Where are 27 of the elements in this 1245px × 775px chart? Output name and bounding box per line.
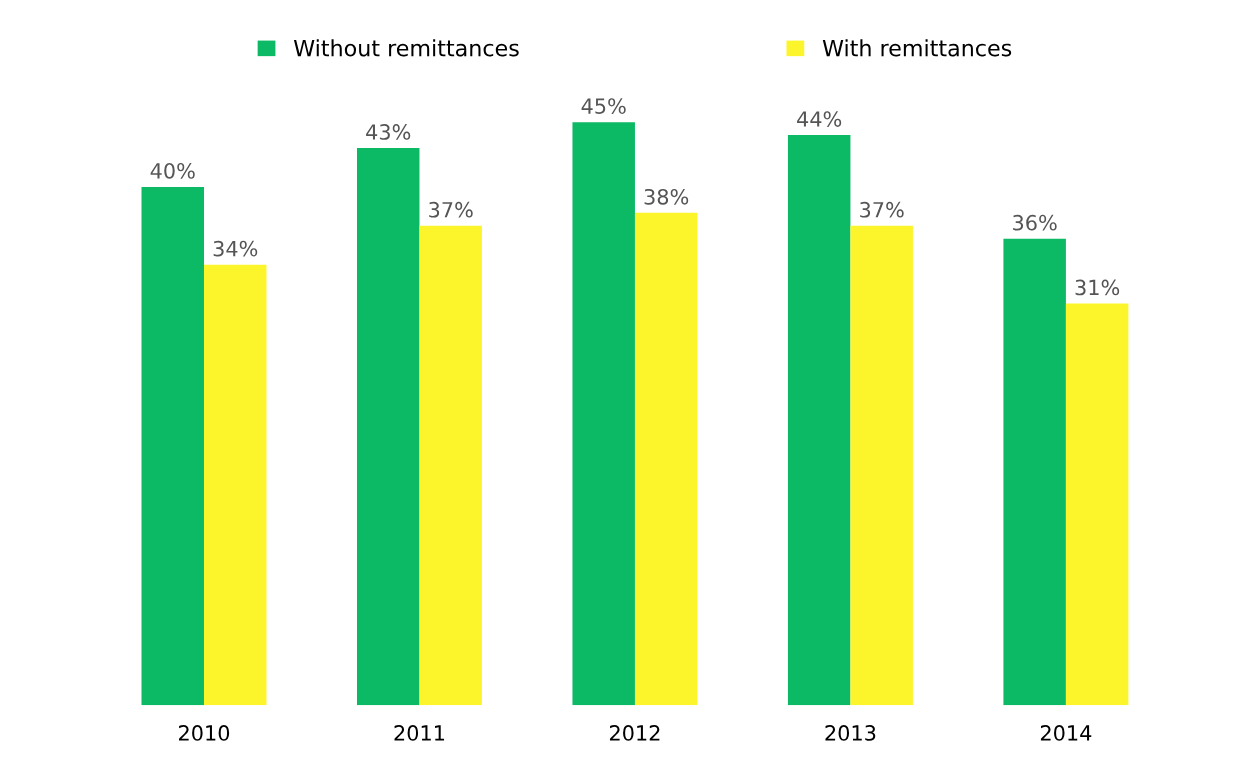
x-tick-label: 2013 xyxy=(825,725,876,741)
bar xyxy=(787,135,851,706)
bar xyxy=(850,225,913,706)
data-label: 31% xyxy=(1075,279,1120,296)
data-label: 34% xyxy=(213,240,258,257)
data-label: 43% xyxy=(366,124,411,140)
bar xyxy=(1065,303,1129,706)
data-label: 37% xyxy=(860,201,904,218)
bar xyxy=(419,225,482,706)
data-label: 44% xyxy=(797,111,842,127)
legend-label: Without remittances xyxy=(293,39,519,57)
bar xyxy=(203,264,267,706)
x-tick-label: 2010 xyxy=(179,725,230,741)
x-tick-label: 2014 xyxy=(1040,725,1092,741)
data-label: 38% xyxy=(644,188,689,205)
bar xyxy=(356,148,420,706)
x-tick-label: 2011 xyxy=(394,725,445,741)
bar xyxy=(572,122,635,706)
bar xyxy=(1003,238,1066,706)
x-tick-label: 2012 xyxy=(609,725,660,741)
bar xyxy=(634,212,698,706)
legend-label: With remittances xyxy=(822,39,1012,57)
data-label: 37% xyxy=(429,201,473,218)
data-label: 45% xyxy=(581,98,626,114)
data-label: 36% xyxy=(1013,214,1057,231)
data-label: 40% xyxy=(150,162,195,179)
bar xyxy=(141,186,204,706)
